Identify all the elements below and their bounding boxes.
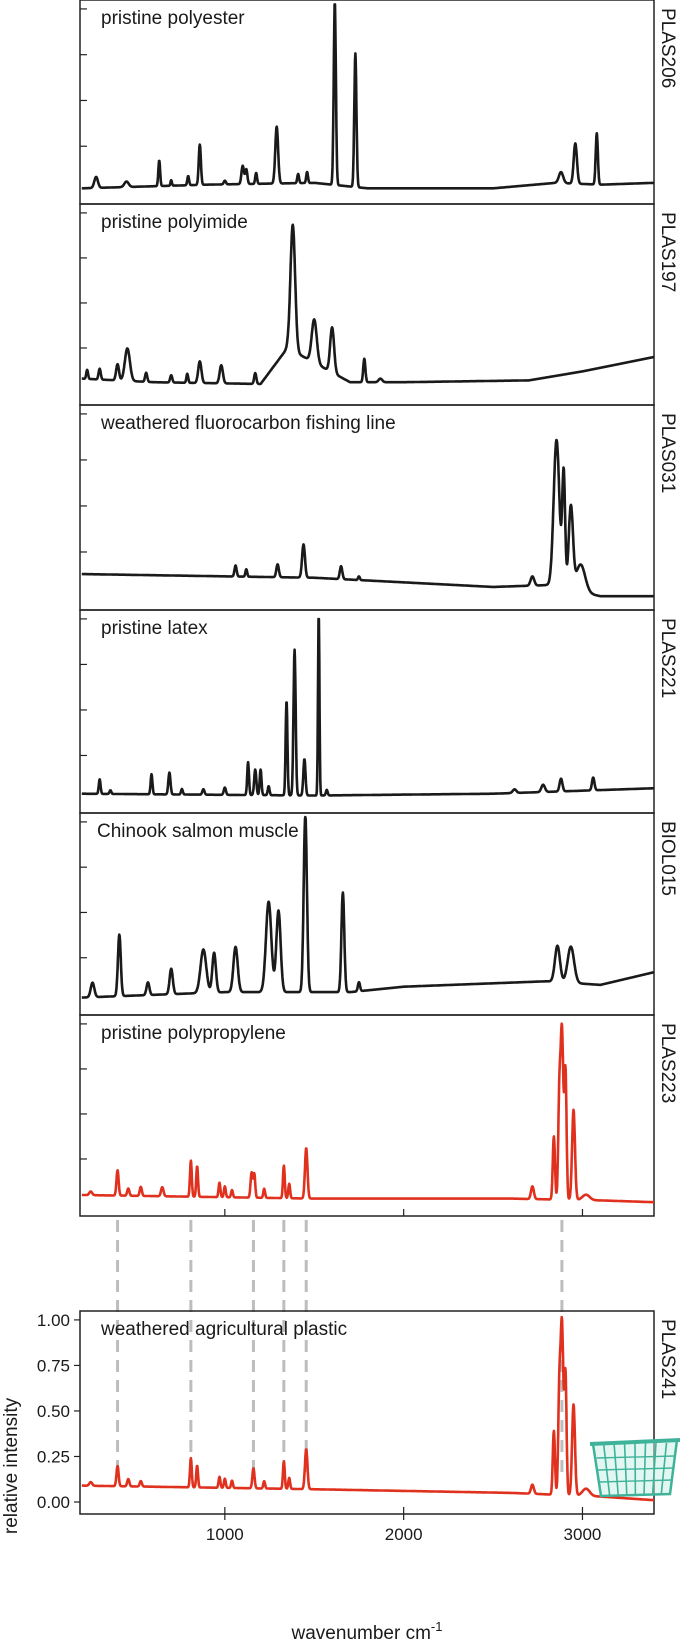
x-tick-label: 2000	[385, 1525, 423, 1544]
y-tick-label: 0.25	[37, 1447, 70, 1466]
panel-frame	[79, 0, 655, 205]
spectrum-panel: pristine polyester PLAS206	[79, 0, 678, 205]
y-axis-title: relative intensity	[1, 1397, 22, 1534]
panel-label: pristine latex	[101, 618, 208, 639]
panel-sample-id: PLAS206	[657, 8, 678, 88]
basket-rail	[596, 1455, 675, 1459]
x-axis: 1000 2000 3000	[206, 1514, 601, 1544]
x-axis-title: wavenumber cm-1	[291, 1619, 443, 1641]
spectrum-panel: pristine latex PLAS221	[79, 609, 678, 814]
x-tick-label: 1000	[206, 1525, 244, 1544]
x-axis-title-exponent: -1	[431, 1619, 443, 1634]
guide-lines	[116, 1220, 564, 1476]
spectrum-panel: Chinook salmon muscle BIOL015	[79, 812, 678, 1016]
panel-label: pristine polyimide	[101, 212, 248, 233]
basket-rail	[598, 1467, 673, 1471]
panel-label: Chinook salmon muscle	[97, 821, 299, 842]
x-axis-title-text: wavenumber cm	[291, 1623, 431, 1641]
panel-label: pristine polypropylene	[101, 1023, 286, 1044]
panel-sample-id: PLAS197	[657, 212, 678, 292]
basket-slat	[660, 1442, 668, 1496]
basket-rail	[599, 1479, 672, 1483]
spectrum-panel: pristine polypropylene PLAS223	[79, 1014, 678, 1217]
spectrum-line	[80, 617, 655, 797]
panel-label: weathered agricultural plastic	[100, 1319, 347, 1340]
panel-sample-id: PLAS223	[657, 1023, 678, 1103]
panel-label: weathered fluorocarbon fishing line	[100, 413, 396, 434]
x-tick-label: 3000	[564, 1525, 602, 1544]
basket-slat	[602, 1442, 611, 1496]
panel-sample-id: PLAS031	[657, 413, 678, 493]
panel-frame	[79, 609, 655, 814]
panel-frame	[79, 812, 655, 1016]
panel-frame	[79, 1014, 655, 1217]
panel-sample-id: BIOL015	[657, 821, 678, 896]
green-basket-icon	[589, 1438, 681, 1498]
spectrum-panel: pristine polyimide PLAS197	[79, 203, 678, 406]
spectrum-panel: weathered fluorocarbon fishing line PLAS0…	[79, 404, 678, 611]
y-tick-label: 0.75	[37, 1356, 70, 1375]
panel-sample-id: PLAS241	[657, 1319, 678, 1399]
panel-frame	[79, 1310, 655, 1515]
spectrum-line	[80, 3, 655, 190]
spectrum-line	[80, 815, 655, 999]
spectrum-panel: weathered agricultural plastic PLAS241	[79, 1310, 678, 1515]
spectrum-line	[80, 1315, 655, 1502]
panel-label: pristine polyester	[101, 8, 245, 29]
y-tick-label: 1.00	[37, 1311, 70, 1330]
panel-sample-id: PLAS221	[657, 618, 678, 698]
spectrum-line	[80, 438, 655, 598]
y-tick-label: 0.00	[37, 1493, 70, 1512]
basket-rim	[589, 1438, 681, 1446]
y-tick-label: 0.50	[37, 1402, 70, 1421]
y-axis: 0.00 0.25 0.50 0.75 1.00	[37, 1311, 80, 1512]
spectra-panels: pristine polyester PLAS206 pristine polyim…	[79, 0, 678, 1515]
spectrum-line	[80, 223, 655, 386]
spectrum-line	[80, 1022, 655, 1204]
